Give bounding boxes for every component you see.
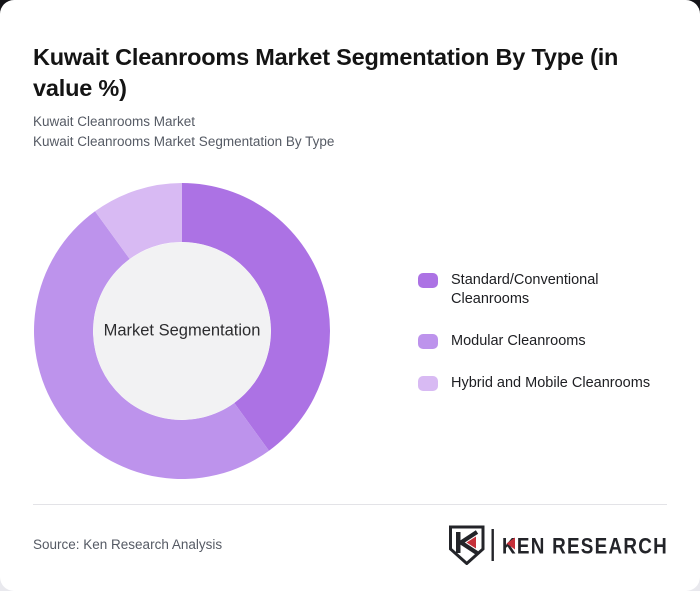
source-note: Source: Ken Research Analysis	[33, 537, 223, 552]
legend-label: Modular Cleanrooms	[451, 333, 586, 349]
ken-research-logo: KEN RESEARCH	[448, 525, 672, 570]
chart-subtitle: Kuwait Cleanrooms Market Kuwait Cleanroo…	[33, 112, 334, 152]
legend-label: Hybrid and Mobile Cleanrooms	[451, 375, 651, 391]
logo-wordmark: KEN RESEARCH	[502, 534, 668, 559]
subtitle-line-2: Kuwait Cleanrooms Market Segmentation By…	[33, 134, 335, 149]
page-title: Kuwait Cleanrooms Market Segmentation By…	[33, 43, 619, 101]
logo-separator-bar	[491, 529, 494, 561]
donut-segment	[182, 183, 330, 451]
donut-segment	[34, 211, 269, 479]
donut-hole	[93, 242, 271, 420]
donut-center-label: Market Segmentation	[103, 321, 261, 340]
footer-divider	[33, 504, 667, 505]
legend-label: Standard/Conventional Cleanrooms	[451, 272, 599, 307]
legend-item-modular: Modular Cleanrooms	[418, 332, 666, 351]
ken-research-logo-graphic: KEN RESEARCH	[449, 525, 668, 566]
legend-swatch-modular	[418, 334, 438, 349]
legend-swatch-standard-conventional	[418, 273, 438, 288]
legend-swatch-hybrid-mobile	[418, 376, 438, 391]
subtitle-line-1: Kuwait Cleanrooms Market	[33, 114, 196, 129]
logo-k-triangle	[506, 537, 515, 550]
chart-legend: Standard/Conventional Cleanrooms Modular…	[418, 271, 666, 393]
legend-item-standard-conventional: Standard/Conventional Cleanrooms	[418, 271, 666, 309]
donut-segment	[95, 183, 182, 260]
legend-item-hybrid-mobile: Hybrid and Mobile Cleanrooms	[418, 374, 666, 393]
donut-ring	[34, 183, 330, 479]
shield-k-icon	[449, 525, 485, 566]
donut-chart: Market Segmentation	[34, 183, 330, 479]
